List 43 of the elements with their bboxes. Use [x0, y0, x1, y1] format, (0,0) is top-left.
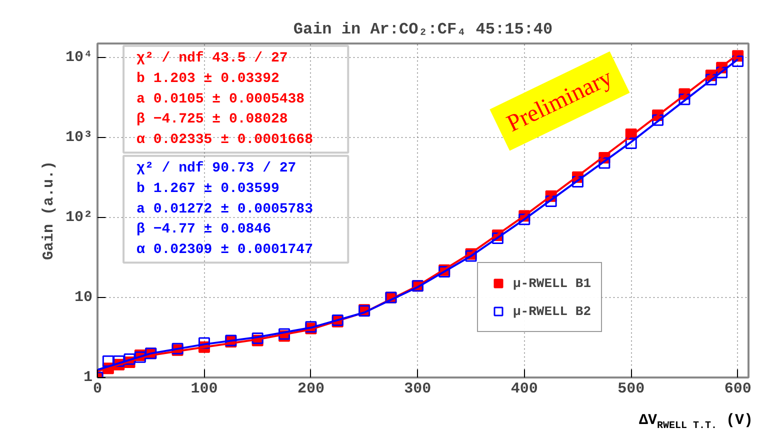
y-tick-label: 10⁴: [65, 49, 93, 66]
annotation: b 1.267 ± 0.03599: [136, 180, 280, 197]
annotation: a 0.01272 ± 0.0005783: [136, 201, 313, 218]
annotation: b 1.203 ± 0.03392: [136, 70, 280, 87]
x-tick-label: 500: [618, 380, 645, 398]
x-tick-label: 600: [724, 380, 752, 398]
y-tick-label: 10³: [65, 129, 93, 146]
point: [732, 55, 744, 67]
point: [705, 74, 717, 86]
annotation: β −4.77 ± 0.0846: [136, 222, 271, 238]
point: [716, 66, 728, 78]
point: [545, 195, 557, 207]
x-tick-label: 0: [93, 380, 102, 398]
y-tick-label: 10²: [65, 209, 93, 226]
annotation: α 0.02335 ± 0.0001668: [136, 132, 313, 148]
point: [572, 176, 584, 188]
chart-title: Gain in Ar:CO₂:CF₄ 45:15:40: [293, 20, 553, 38]
point: [625, 137, 637, 149]
y-tick-label: 1: [84, 369, 93, 386]
legend-label: μ-RWELL B2: [513, 304, 592, 318]
point: [102, 355, 114, 367]
y-axis-title: Gain (a.u.): [40, 160, 58, 260]
point: [492, 232, 504, 244]
point: [678, 94, 690, 106]
point: [198, 337, 210, 349]
annotation: χ² / ndf 90.73 / 27: [136, 160, 296, 176]
point: [124, 353, 136, 365]
annotation: χ² / ndf 43.5 / 27: [136, 50, 288, 66]
x-tick-label: 200: [297, 380, 324, 398]
point: [598, 157, 610, 169]
legend-label: μ-RWELL B1: [513, 276, 592, 290]
annotation: β −4.725 ± 0.08028: [136, 112, 288, 128]
x-tick-label: 100: [190, 380, 218, 398]
point: [518, 214, 530, 226]
x-tick-label: 300: [404, 380, 432, 398]
point: [252, 332, 264, 344]
annotation: α 0.02309 ± 0.0001747: [136, 242, 313, 258]
point: [652, 114, 664, 126]
x-axis-title: ΔV$_{RWELL T.T.}$ (V): [638, 411, 753, 434]
point: [113, 355, 125, 367]
annotation: a 0.0105 ± 0.0005438: [136, 91, 305, 108]
x-tick-label: 400: [510, 380, 538, 398]
y-tick-label: 10: [74, 289, 93, 306]
